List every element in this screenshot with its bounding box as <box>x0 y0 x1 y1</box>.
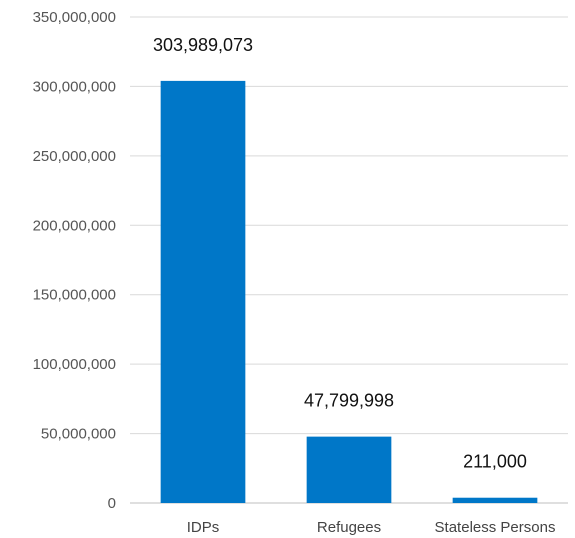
y-tick-label: 200,000,000 <box>33 217 116 234</box>
bar-idps <box>160 80 246 503</box>
bars <box>160 80 538 503</box>
y-tick-label: 350,000,000 <box>33 9 116 26</box>
data-label: 211,000 <box>463 452 527 472</box>
y-tick-label: 150,000,000 <box>33 287 116 304</box>
y-axis-tick-labels: 0 50,000,000 100,000,000 150,000,000 200,000… <box>33 9 116 512</box>
data-labels: 303,989,073 47,799,998 211,000 <box>153 35 527 472</box>
x-axis-category-labels: IDPs Refugees Stateless Persons <box>187 519 556 536</box>
y-tick-label: 250,000,000 <box>33 148 116 165</box>
data-label: 303,989,073 <box>153 35 253 55</box>
bar-stateless-persons <box>452 497 538 503</box>
category-label: Refugees <box>317 519 381 536</box>
data-label: 47,799,998 <box>304 391 394 411</box>
category-label: Stateless Persons <box>435 519 556 536</box>
y-tick-label: 100,000,000 <box>33 356 116 373</box>
category-label: IDPs <box>187 519 220 536</box>
bar-refugees <box>306 436 392 503</box>
y-tick-label: 300,000,000 <box>33 78 116 95</box>
y-tick-label: 0 <box>108 495 116 512</box>
y-tick-label: 50,000,000 <box>41 426 116 443</box>
